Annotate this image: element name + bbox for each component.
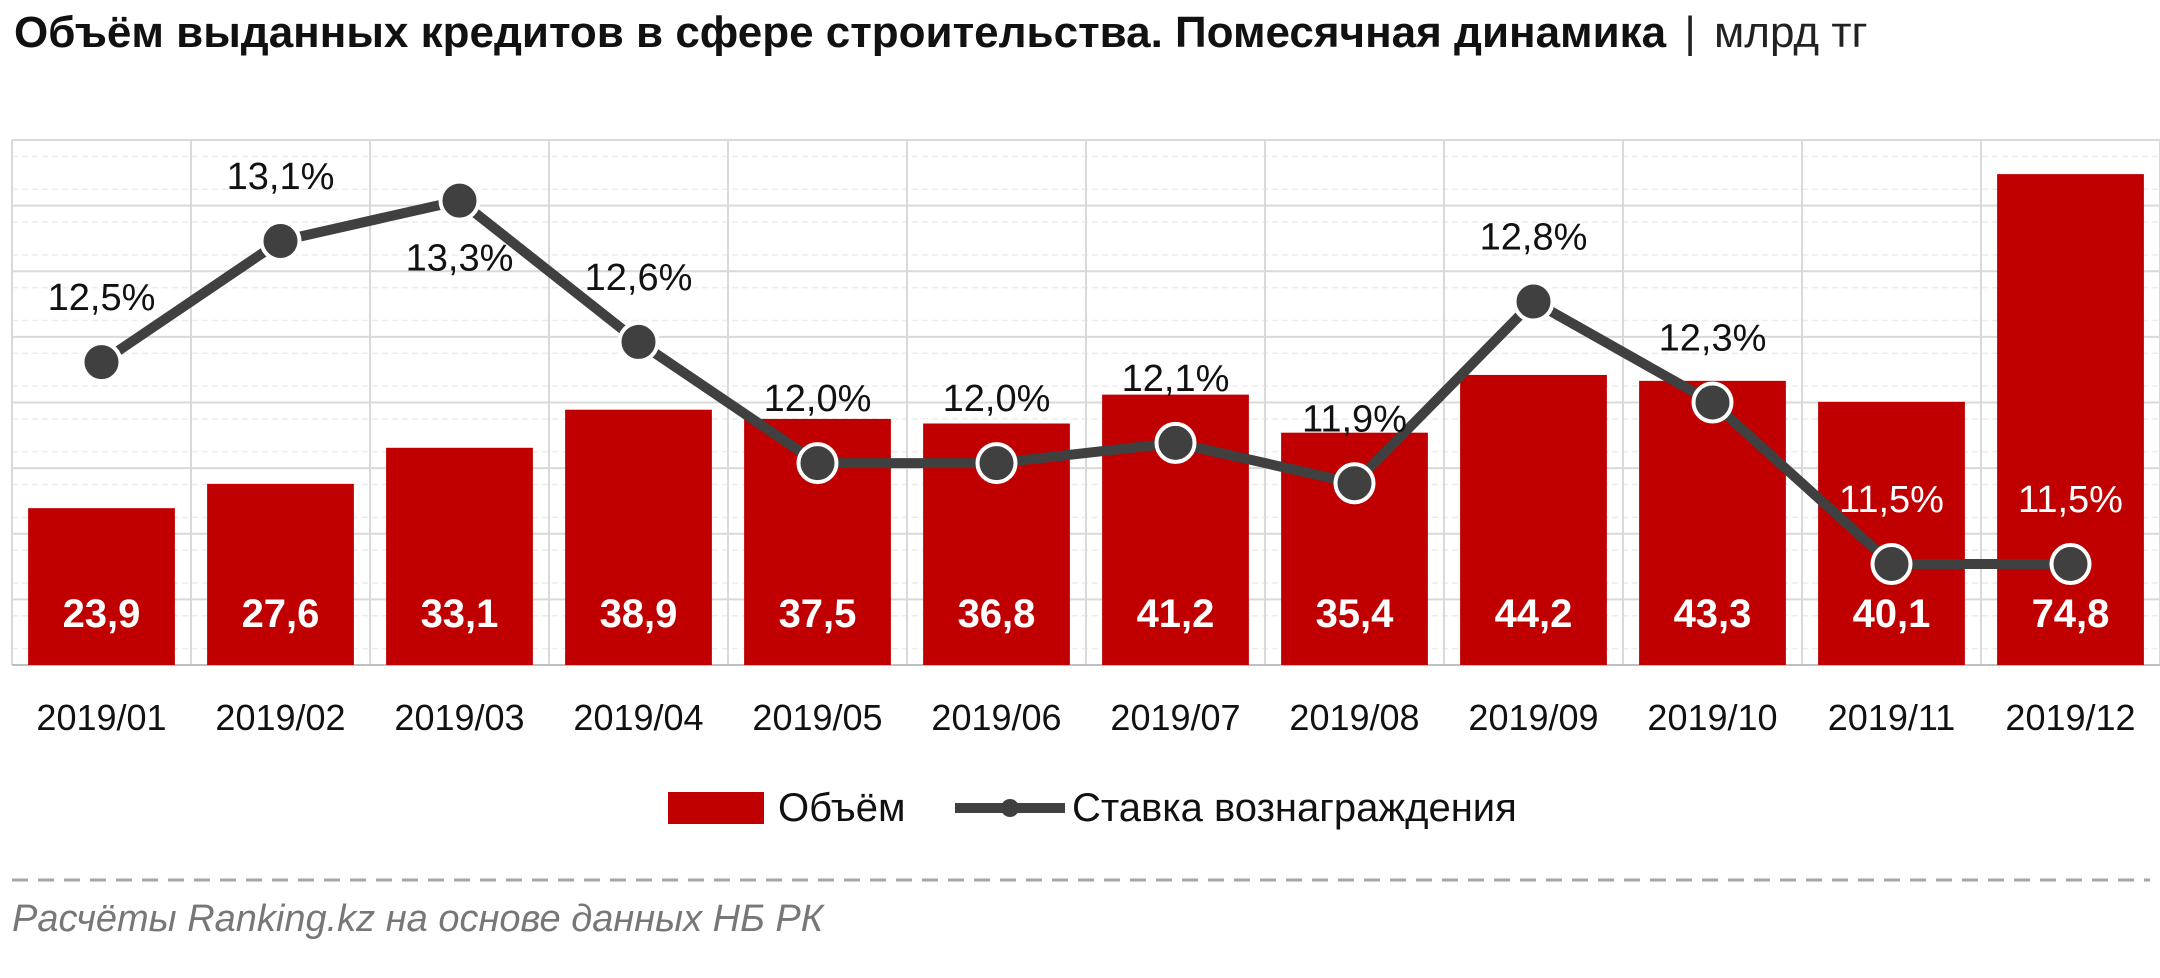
- x-tick-label: 2019/12: [2005, 697, 2135, 738]
- x-tick-label: 2019/01: [36, 697, 166, 738]
- bar: [1460, 374, 1607, 665]
- bar-value-label: 44,2: [1495, 592, 1573, 636]
- rate-value-label: 12,8%: [1480, 217, 1588, 259]
- rate-value-label: 13,1%: [227, 156, 335, 198]
- x-tick-label: 2019/10: [1647, 697, 1777, 738]
- legend-label-bar: Объём: [778, 786, 905, 830]
- rate-marker: [1691, 381, 1734, 424]
- rate-value-label: 12,6%: [585, 257, 693, 299]
- x-tick-label: 2019/11: [1828, 697, 1955, 738]
- title-unit: млрд тг: [1714, 8, 1868, 57]
- bar: [1639, 380, 1786, 665]
- plot-grid: [11, 139, 2160, 666]
- rate-line-series: [80, 179, 2092, 586]
- source-note: Расчёты Ranking.kz на основе данных НБ Р…: [12, 898, 824, 940]
- rate-value-label: 11,5%: [2018, 479, 2123, 521]
- x-tick-label: 2019/04: [573, 697, 703, 738]
- bar: [386, 447, 533, 665]
- rate-marker: [1154, 421, 1197, 464]
- bar-value-label: 35,4: [1316, 592, 1395, 636]
- x-tick-label: 2019/05: [752, 697, 882, 738]
- bar: [28, 508, 175, 665]
- legend-swatch-bar: [668, 792, 764, 824]
- x-tick-label: 2019/07: [1110, 697, 1240, 738]
- x-tick-label: 2019/06: [931, 697, 1061, 738]
- bar: [207, 483, 354, 665]
- rate-marker: [1512, 280, 1555, 323]
- rate-marker: [259, 219, 302, 262]
- rate-value-label: 12,5%: [48, 277, 156, 319]
- bar-value-label: 40,1: [1853, 592, 1931, 636]
- chart-title-text: Объём выданных кредитов в сфере строител…: [14, 8, 1667, 57]
- bar-value-label: 27,6: [242, 592, 320, 636]
- rate-marker: [975, 442, 1018, 485]
- x-tick-label: 2019/09: [1468, 697, 1598, 738]
- x-tick-label: 2019/03: [394, 697, 524, 738]
- legend: Объём Ставка вознаграждения: [668, 786, 1517, 830]
- rate-marker: [80, 341, 123, 384]
- rate-marker: [1333, 462, 1376, 505]
- bar-value-label: 36,8: [958, 592, 1036, 636]
- x-tick-label: 2019/08: [1289, 697, 1419, 738]
- rate-value-label: 12,0%: [943, 378, 1051, 420]
- title-separator: |: [1684, 8, 1696, 57]
- bar-value-label: 37,5: [779, 592, 857, 636]
- rate-value-label: 13,3%: [406, 238, 514, 280]
- rate-marker: [2049, 543, 2092, 586]
- bar-value-labels: 23,9 27,6 33,1 38,9 37,5 36,8 41,2 35,4 44,2 43,3…: [63, 592, 2110, 636]
- rate-marker: [617, 320, 660, 363]
- rate-value-labels: 12,5% 13,1% 13,3% 12,6% 12,0% 12,0% 12,1% 11,9%…: [48, 156, 2123, 521]
- bar-value-label: 23,9: [63, 592, 141, 636]
- bar-value-label: 33,1: [421, 592, 499, 636]
- bar-value-label: 43,3: [1674, 592, 1752, 636]
- rate-marker: [1870, 543, 1913, 586]
- chart-title: Объём выданных кредитов в сфере строител…: [14, 8, 1868, 58]
- rate-value-label: 11,5%: [1839, 479, 1944, 521]
- x-axis-tick-labels: 2019/01 2019/02 2019/03 2019/04 2019/05 2019/…: [36, 697, 2135, 738]
- legend-swatch-marker: [1001, 799, 1019, 817]
- rate-value-label: 11,9%: [1302, 398, 1407, 440]
- rate-value-label: 12,3%: [1659, 318, 1767, 360]
- bar-value-label: 41,2: [1137, 592, 1215, 636]
- bar-value-label: 74,8: [2032, 592, 2110, 636]
- legend-label-line: Ставка вознаграждения: [1072, 786, 1517, 830]
- rate-marker: [796, 442, 839, 485]
- rate-line: [98, 195, 2071, 570]
- bar: [1818, 401, 1965, 665]
- bar-value-label: 38,9: [600, 592, 678, 636]
- rate-marker: [438, 179, 481, 222]
- rate-value-label: 12,1%: [1122, 358, 1230, 400]
- bar: [565, 409, 712, 665]
- x-tick-label: 2019/02: [215, 697, 345, 738]
- rate-value-label: 12,0%: [764, 378, 872, 420]
